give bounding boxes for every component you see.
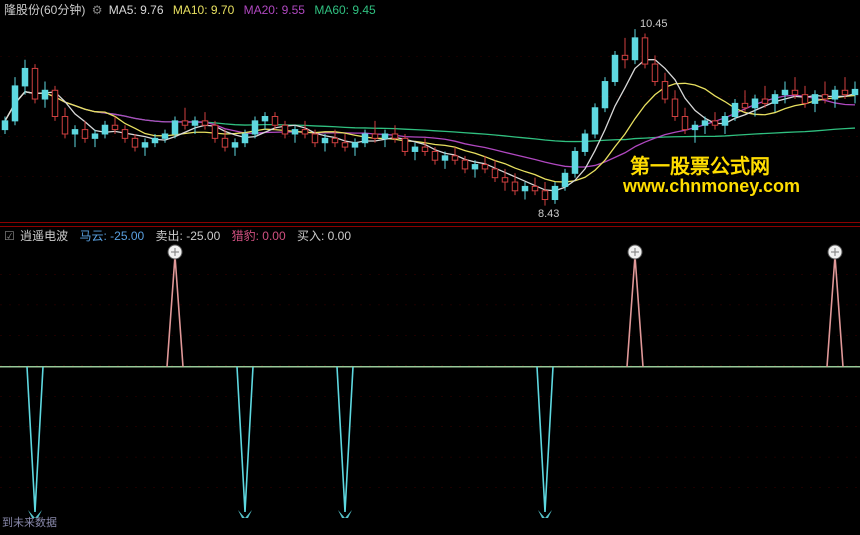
ma5-value: 9.76 <box>140 3 163 17</box>
indicator-svg <box>0 226 860 532</box>
indicator-name: 逍遥电波 <box>20 229 68 243</box>
liebao-label: 猎豹: <box>232 229 259 243</box>
watermark-line2: www.chnmoney.com <box>623 176 800 197</box>
gear-icon[interactable]: ⚙ <box>92 3 103 17</box>
watermark-line1: 第一股票公式网 <box>630 150 770 179</box>
liebao-value: 0.00 <box>262 229 285 243</box>
ma5-label: MA5: <box>109 3 137 17</box>
lower-header: ☑ 逍遥电波 马云: -25.00 卖出: -25.00 猎豹: 0.00 买入… <box>4 227 351 244</box>
indicator-panel: ☑ 逍遥电波 马云: -25.00 卖出: -25.00 猎豹: 0.00 买入… <box>0 226 860 532</box>
mayun-value: -25.00 <box>110 229 144 243</box>
mayun-label: 马云: <box>79 229 106 243</box>
buy-value: 0.00 <box>328 229 351 243</box>
footer-text: 到未来数据 <box>2 514 57 530</box>
upper-header: 隆股份(60分钟) ⚙ MA5: 9.76 MA10: 9.70 MA20: 9… <box>4 1 376 18</box>
ma60-label: MA60: <box>314 3 349 17</box>
sell-value: -25.00 <box>186 229 220 243</box>
price-label: 10.45 <box>640 18 668 30</box>
stock-title: 隆股份(60分钟) <box>4 3 85 17</box>
checkbox-icon[interactable]: ☑ <box>4 229 15 243</box>
ma10-label: MA10: <box>173 3 208 17</box>
sell-label: 卖出: <box>156 229 183 243</box>
price-chart-panel: 隆股份(60分钟) ⚙ MA5: 9.76 MA10: 9.70 MA20: 9… <box>0 0 860 223</box>
ma20-value: 9.55 <box>282 3 305 17</box>
buy-label: 买入: <box>297 229 324 243</box>
ma20-label: MA20: <box>244 3 279 17</box>
ma60-value: 9.45 <box>352 3 375 17</box>
price-label: 8.43 <box>538 208 559 220</box>
ma10-value: 9.70 <box>211 3 234 17</box>
